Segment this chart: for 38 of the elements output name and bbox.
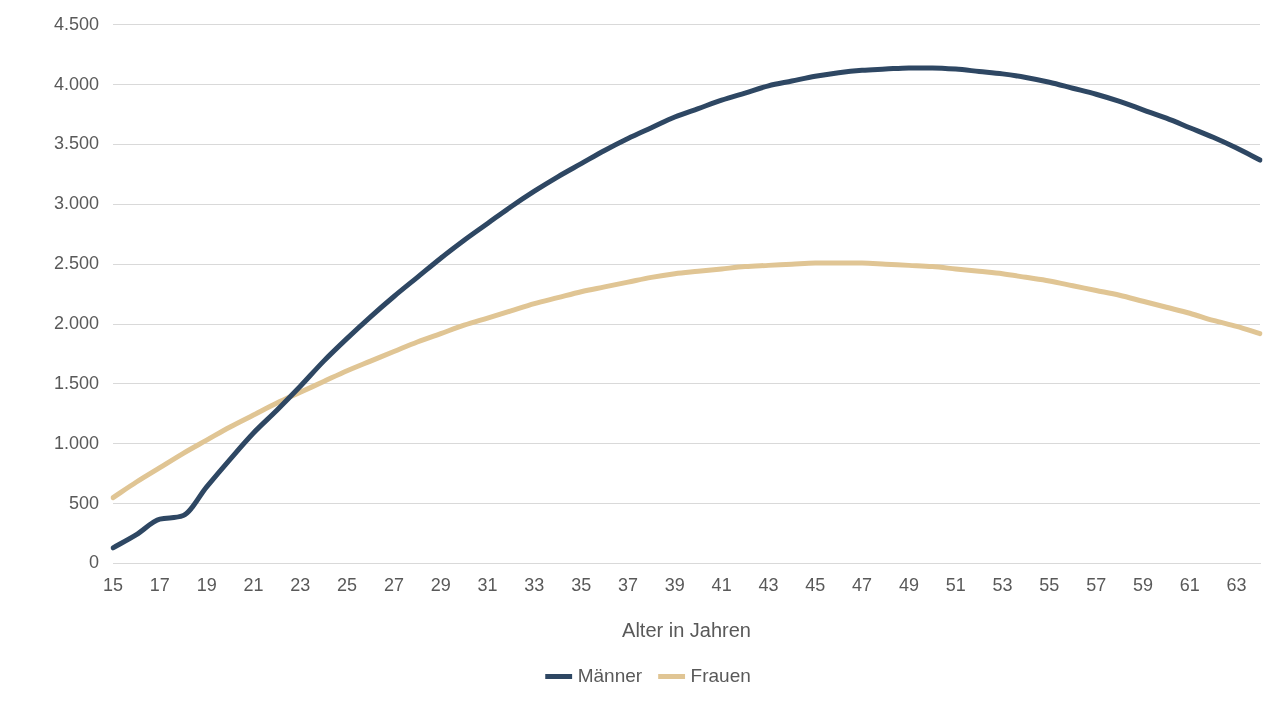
x-tick-label: 19 — [196, 575, 217, 596]
y-tick-label: 3.000 — [54, 193, 100, 214]
x-axis-title: Alter in Jahren — [622, 618, 752, 641]
x-tick-label: 35 — [571, 575, 592, 596]
y-tick-label: 3.500 — [54, 133, 100, 154]
legend-label: Männer — [577, 664, 643, 686]
x-tick-label: 29 — [430, 575, 451, 596]
x-tick-label: 37 — [617, 575, 639, 596]
x-tick-label: 51 — [945, 575, 966, 596]
y-tick-label: 0 — [89, 552, 100, 573]
x-tick-label: 55 — [1039, 575, 1060, 596]
x-tick-label: 39 — [664, 575, 685, 596]
y-tick-label: 2.500 — [54, 253, 100, 274]
x-tick-label: 63 — [1226, 575, 1247, 596]
x-tick-label: 25 — [337, 575, 358, 596]
x-tick-label: 21 — [243, 575, 264, 596]
x-tick-label: 23 — [290, 575, 311, 596]
x-tick-label: 53 — [992, 575, 1013, 596]
y-tick-label: 1.000 — [54, 432, 100, 453]
x-tick-label: 57 — [1086, 575, 1107, 596]
y-tick-label: 4.000 — [54, 73, 100, 94]
x-tick-label: 59 — [1132, 575, 1153, 596]
x-tick-label: 47 — [852, 575, 873, 596]
x-tick-label: 33 — [524, 575, 545, 596]
x-tick-label: 27 — [383, 575, 404, 596]
legend-label: Frauen — [690, 664, 751, 686]
x-tick-label: 41 — [711, 575, 732, 596]
x-tick-label: 15 — [103, 575, 124, 596]
x-tick-label: 49 — [898, 575, 919, 596]
y-tick-label: 2.000 — [54, 312, 100, 333]
x-tick-label: 31 — [477, 575, 498, 596]
y-tick-label: 1.500 — [54, 372, 100, 393]
y-tick-label: 500 — [69, 492, 100, 513]
x-tick-label: 43 — [758, 575, 779, 596]
y-tick-label: 4.500 — [54, 13, 100, 34]
x-tick-label: 61 — [1179, 575, 1200, 596]
x-tick-label: 45 — [805, 575, 826, 596]
x-tick-label: 17 — [149, 575, 170, 596]
